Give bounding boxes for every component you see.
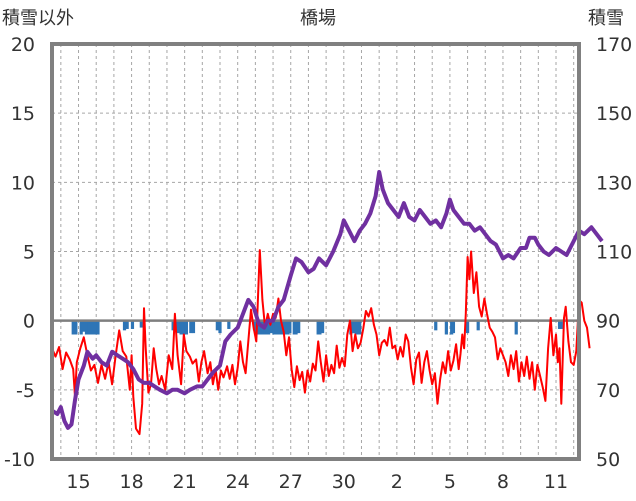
left-tick-label: 0 bbox=[23, 311, 35, 333]
precipitation-bar bbox=[476, 320, 480, 331]
x-tick-label: 27 bbox=[279, 471, 303, 493]
precipitation-bar bbox=[257, 320, 261, 335]
precipitation-bar bbox=[171, 320, 175, 331]
x-tick-label: 11 bbox=[544, 471, 568, 493]
grid bbox=[52, 44, 579, 459]
right-tick-labels: 50 70 90 110 130 150 170 bbox=[596, 34, 632, 471]
precipitation-bar bbox=[288, 320, 292, 334]
left-tick-label: 10 bbox=[11, 172, 35, 194]
precipitation-bar bbox=[90, 320, 94, 335]
precipitation-bar bbox=[444, 320, 448, 335]
precipitation-bar bbox=[130, 320, 135, 329]
precipitation-bar bbox=[559, 320, 563, 329]
precipitation-bar bbox=[272, 320, 276, 335]
precipitation-bar bbox=[557, 320, 562, 329]
left-tick-label: 20 bbox=[11, 34, 35, 56]
series-line-temperature bbox=[51, 249, 591, 436]
precipitation-bar bbox=[184, 320, 189, 335]
precipitation-bar bbox=[267, 320, 271, 335]
precipitation-bar bbox=[354, 320, 358, 335]
precipitation-bar bbox=[292, 320, 296, 335]
x-tick-labels: 15 18 21 24 27 30 2 5 8 11 bbox=[66, 471, 568, 493]
precipitation-bar bbox=[269, 320, 273, 334]
x-tick-label: 24 bbox=[226, 471, 250, 493]
precipitation-bar bbox=[84, 320, 89, 335]
precipitation-bar bbox=[218, 320, 222, 334]
precipitation-bar bbox=[74, 320, 78, 335]
precipitation-bar bbox=[434, 320, 438, 331]
precipitation-bar bbox=[191, 320, 196, 334]
right-tick-label: 130 bbox=[596, 172, 632, 194]
precipitation-bar bbox=[294, 320, 298, 335]
precipitation-bar bbox=[87, 320, 91, 335]
precipitation-bar bbox=[139, 320, 143, 328]
x-tick-label: 15 bbox=[66, 471, 90, 493]
right-tick-label: 90 bbox=[596, 311, 620, 333]
chart-title: 橋場 bbox=[300, 8, 336, 29]
right-tick-label: 170 bbox=[596, 34, 632, 56]
precipitation-bar bbox=[283, 320, 288, 335]
x-tick-label: 2 bbox=[391, 471, 403, 493]
right-tick-label: 110 bbox=[596, 242, 632, 264]
left-tick-label: -5 bbox=[16, 380, 35, 402]
precipitation-bar bbox=[125, 320, 129, 329]
x-tick-label: 18 bbox=[119, 471, 143, 493]
precipitation-bar bbox=[82, 320, 86, 332]
precipitation-bar bbox=[358, 320, 362, 335]
precipitation-bar bbox=[316, 320, 320, 335]
right-axis-label: 積雪 bbox=[588, 8, 624, 29]
precipitation-bar bbox=[71, 320, 75, 335]
precipitation-bar bbox=[279, 320, 283, 335]
precipitation-bar bbox=[451, 320, 456, 334]
precipitation-bar bbox=[286, 320, 290, 335]
precipitation-bar bbox=[318, 320, 322, 335]
precipitation-bar bbox=[182, 320, 186, 335]
precipitation-bar bbox=[320, 320, 325, 334]
precipitation-bar bbox=[189, 320, 193, 334]
right-tick-label: 70 bbox=[596, 380, 620, 402]
series-lines bbox=[50, 170, 604, 436]
precipitation-bar bbox=[94, 320, 98, 335]
precipitation-bar bbox=[179, 320, 183, 335]
precipitation-bar bbox=[465, 320, 470, 334]
precipitation-bar bbox=[274, 320, 279, 335]
precipitation-bar bbox=[514, 320, 518, 335]
left-tick-label: 5 bbox=[23, 242, 35, 264]
precipitation-bar bbox=[96, 320, 100, 335]
precipitation-bar bbox=[265, 320, 269, 335]
precipitation-bar bbox=[215, 320, 219, 331]
x-tick-label: 8 bbox=[497, 471, 509, 493]
precipitation-bar bbox=[277, 320, 281, 335]
precipitation-bar bbox=[79, 320, 83, 335]
precipitation-bar bbox=[176, 320, 181, 334]
plot-frame bbox=[50, 42, 581, 461]
precipitation-bar bbox=[297, 320, 301, 334]
right-tick-label: 150 bbox=[596, 103, 632, 125]
series-line-snow-depth bbox=[50, 170, 604, 430]
precipitation-bar bbox=[356, 320, 360, 335]
precipitation-bar bbox=[352, 320, 357, 334]
precipitation-bar bbox=[92, 320, 97, 335]
left-tick-label: -10 bbox=[4, 449, 35, 471]
left-tick-labels: -10 -5 0 5 10 15 20 bbox=[4, 34, 35, 471]
precipitation-bar bbox=[227, 320, 231, 329]
right-tick-label: 50 bbox=[596, 449, 620, 471]
precipitation-bar bbox=[252, 320, 257, 331]
left-tick-label: 15 bbox=[11, 103, 35, 125]
x-tick-label: 30 bbox=[332, 471, 356, 493]
precipitation-bar bbox=[450, 320, 454, 335]
x-tick-label: 5 bbox=[444, 471, 456, 493]
left-axis-label: 積雪以外 bbox=[2, 8, 74, 29]
x-tick-label: 21 bbox=[173, 471, 197, 493]
precipitation-bar bbox=[122, 320, 127, 331]
